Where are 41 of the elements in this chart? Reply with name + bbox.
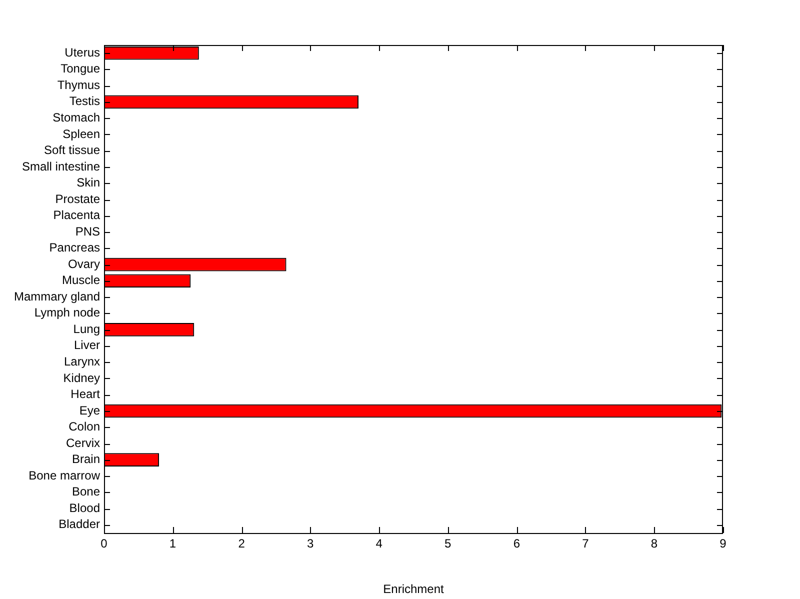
y-tick-label: Pancreas (49, 240, 100, 255)
y-tick-label: Mammary gland (14, 289, 100, 304)
y-tick-label: Blood (69, 500, 100, 515)
y-tick-label: Uterus (64, 45, 100, 60)
y-tick-label: Eye (79, 403, 100, 418)
y-tick-label: Bone (72, 484, 100, 499)
x-tick-label: 1 (169, 536, 176, 551)
y-tick-label: Placenta (53, 208, 100, 222)
y-tick-label: Kidney (63, 370, 100, 385)
x-tick-label: 7 (582, 536, 590, 551)
y-tick-label: Spleen (62, 126, 100, 141)
y-tick-label: Thymus (57, 78, 100, 92)
y-tick-label: Testis (69, 94, 100, 108)
y-tick-label: Lymph node (34, 306, 100, 320)
x-tick-label: 8 (650, 536, 658, 551)
y-tick-label: Bone marrow (28, 468, 100, 482)
x-tick-label: 6 (513, 536, 520, 551)
y-tick-label: Bladder (58, 517, 100, 532)
y-tick-label: Prostate (55, 192, 100, 206)
x-tick-label: 3 (306, 536, 314, 551)
x-tick-label: 2 (238, 536, 246, 551)
y-tick-label: Colon (68, 420, 100, 434)
y-tick-label: Soft tissue (44, 143, 100, 158)
x-axis-title: Enrichment (383, 582, 445, 596)
y-tick-label: PNS (75, 224, 100, 238)
y-tick-label: Tongue (60, 62, 100, 76)
x-tick-label: 0 (100, 536, 108, 551)
y-tick-label: Liver (74, 338, 100, 352)
y-tick-label: Heart (70, 387, 101, 402)
y-tick-label: Brain (72, 452, 100, 466)
y-tick-label: Ovary (68, 256, 100, 271)
y-tick-label: Muscle (62, 273, 100, 288)
x-tick-label: 5 (444, 536, 452, 551)
y-tick-label: Stomach (52, 110, 100, 125)
x-tick-label: 9 (720, 536, 727, 551)
y-tick-label: Skin (76, 176, 100, 190)
x-tick-label: 4 (376, 536, 383, 551)
y-tick-label: Lung (73, 322, 100, 336)
y-tick-label: Small intestine (22, 159, 100, 174)
y-tick-label: Larynx (64, 354, 100, 369)
y-tick-label: Cervix (66, 436, 100, 450)
